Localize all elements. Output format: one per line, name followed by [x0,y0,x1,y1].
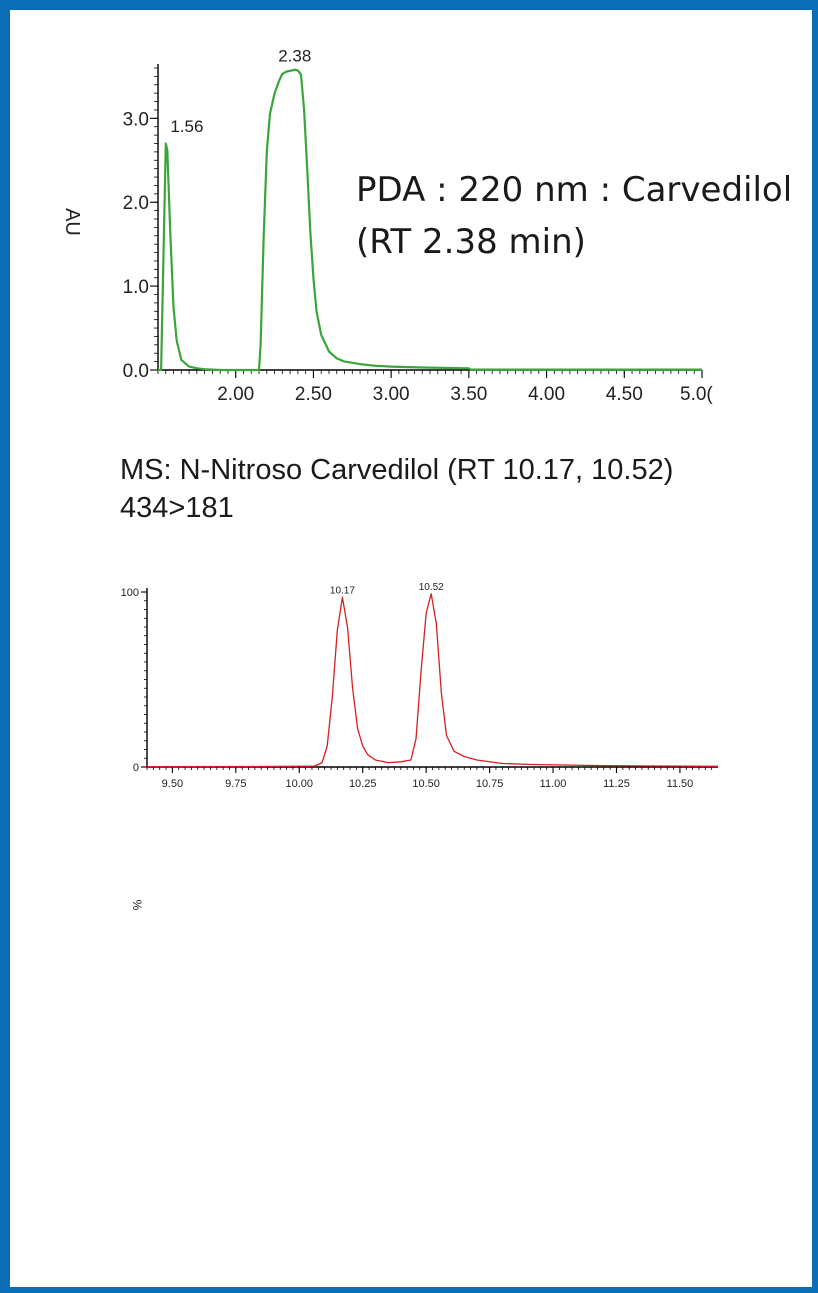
ms-peak-label: 10.52 [419,582,444,593]
pda-y-tick-label: 0.0 [123,361,149,382]
ms-caption-title: MS: N-Nitroso Carvedilol (RT 10.17, 10.5… [120,454,674,486]
pda-x-tick-label: 3.50 [450,384,487,405]
pda-caption-title: PDA : 220 nm : Carvedilol [356,170,793,210]
ms-x-tick-label: 10.25 [349,778,377,790]
pda-x-tick-label: 2.00 [217,384,254,405]
ms-x-tick-label: 10.50 [412,778,440,790]
pda-y-tick-label: 1.0 [123,277,149,298]
ms-y-tick-label: 0 [133,762,139,774]
ms-x-tick-label: 10.75 [476,778,504,790]
ms-x-tick-label: 11.00 [540,778,567,790]
ms-y-axis-title: % [130,900,144,911]
pda-x-tick-label: 5.0( [680,384,713,405]
ms-x-tick-label: 11.50 [667,778,694,790]
pda-x-tick-label: 4.00 [528,384,565,405]
pda-trace [158,68,702,372]
pda-peak-label: 1.56 [170,117,203,136]
ms-x-tick-label: 11.25 [603,778,630,790]
pda-x-tick-label: 3.00 [373,384,410,405]
pda-y-tick-label: 2.0 [123,193,149,214]
ms-caption-transition: 434>181 [120,492,234,524]
pda-y-axis-title: AU [61,208,83,236]
pda-x-tick-label: 4.50 [606,384,643,405]
ms-y-tick-label: 100 [121,587,139,599]
ms-x-tick-label: 10.00 [286,778,314,790]
ms-x-tick-label: 9.50 [162,778,183,790]
ms-peak-label: 10.17 [330,585,355,596]
pda-peak-label: 2.38 [278,47,311,66]
ms-x-tick-label: 9.75 [225,778,246,790]
pda-y-tick-label: 3.0 [123,109,149,130]
pda-caption-rt: (RT 2.38 min) [356,222,586,262]
pda-x-tick-label: 2.50 [295,384,332,405]
ms-trace [146,593,719,768]
